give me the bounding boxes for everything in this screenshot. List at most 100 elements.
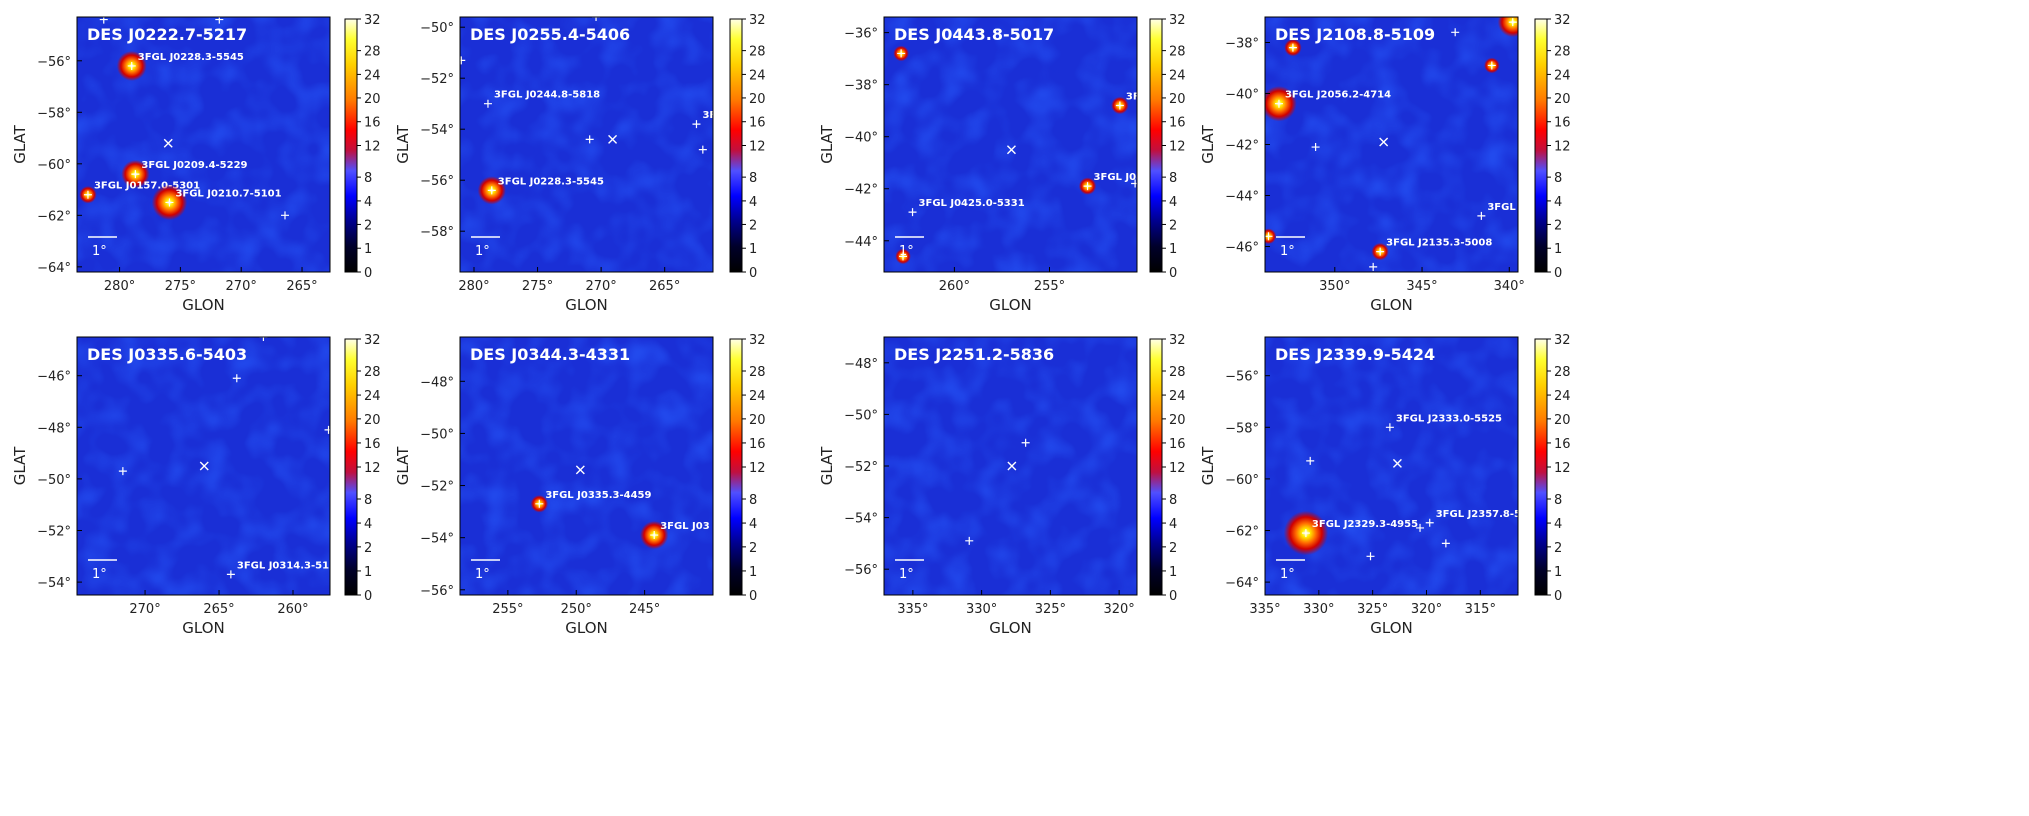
colorbar-tick-label: 8 <box>749 171 757 186</box>
panel-4: 3FGL J2056.2-4714 3FGL J2135.3-5008 3FGL DE… <box>1199 13 1571 314</box>
colorbar-tick-label: 8 <box>1169 171 1177 186</box>
colorbar-tick-label: 0 <box>1554 589 1562 604</box>
plot-frame <box>883 16 1138 273</box>
colorbar-tick-label: 16 <box>749 437 766 452</box>
source-label: 3FGL J0314.3-510 <box>237 560 336 571</box>
x-tick-label: 280° <box>458 279 489 294</box>
x-tick-label: 335° <box>1249 602 1280 617</box>
colorbar-tick-label: 1 <box>1554 242 1562 257</box>
colorbar-tick-label: 4 <box>364 517 372 532</box>
colorbar-gradient <box>1534 338 1548 596</box>
colorbar-tick-label: 4 <box>1169 195 1177 210</box>
colorbar-tick-label: 16 <box>1169 116 1186 131</box>
source-marker-icon <box>1441 539 1450 548</box>
colorbar-tick-label: 8 <box>1169 493 1177 508</box>
count-map: 3FGL J2056.2-4714 3FGL J2135.3-5008 3FGL <box>1265 17 1518 272</box>
count-map: 3FGL J0228.3-5545 3FGL J0209.4-5229 3FGL J… <box>77 17 330 272</box>
y-tick-label: −54° <box>420 123 454 138</box>
source-marker-icon <box>324 425 330 434</box>
x-tick-label: 270° <box>129 602 160 617</box>
colorbar-tick-label: 12 <box>1554 461 1571 476</box>
x-tick-label: 270° <box>226 279 257 294</box>
colorbar-tick-label: 4 <box>749 195 757 210</box>
x-axis-label: GLON <box>989 296 1031 314</box>
source-label: 3FGL J0244.8-5818 <box>494 90 600 101</box>
y-tick-label: −56° <box>37 55 71 70</box>
x-tick-label: 275° <box>165 279 196 294</box>
y-axis-label: GLAT <box>394 124 412 163</box>
map-noise <box>884 337 1137 595</box>
colorbar-tick-label: 1 <box>364 565 372 580</box>
source-label: 3FG <box>1126 91 1148 102</box>
colorbar-tick-label: 2 <box>1554 541 1562 556</box>
y-tick-label: −52° <box>37 525 71 540</box>
colorbar-tick-label: 0 <box>1554 266 1562 281</box>
colorbar-tick-label: 24 <box>364 68 381 83</box>
colorbar-tick-label: 28 <box>1554 45 1571 60</box>
colorbar-tick-label: 2 <box>364 541 372 556</box>
source-marker-icon <box>232 374 241 383</box>
source-marker-icon <box>1131 179 1137 188</box>
y-tick-label: −56° <box>420 174 454 189</box>
y-tick-label: −44° <box>1225 190 1259 205</box>
count-map: 3FGL J0425.0-5331 3FGL J04 3FG <box>884 17 1148 272</box>
count-map: 3FGL J0244.8-5818 3FGL J0228.3-5545 3FGL J… <box>460 17 713 272</box>
scale-bar-label: 1° <box>899 567 914 582</box>
y-tick-label: −64° <box>1225 576 1259 591</box>
panel-title: DES J0344.3-4331 <box>470 345 630 364</box>
source-label: 3FGL J04 <box>1094 172 1144 183</box>
colorbar-tick-label: 1 <box>1554 565 1562 580</box>
colorbar-tick-label: 32 <box>749 333 766 348</box>
x-tick-label: 345° <box>1406 279 1437 294</box>
plot-frame <box>76 336 331 596</box>
x-axis-label: GLON <box>989 619 1031 637</box>
panel-grid: 3FGL J0228.3-5545 3FGL J0209.4-5229 3FGL J… <box>11 13 1571 637</box>
panel-title: DES J0222.7-5217 <box>87 25 247 44</box>
panel-3: 3FGL J0425.0-5331 3FGL J04 3FG DES J0443.8-… <box>818 13 1186 314</box>
y-axis-label: GLAT <box>1199 446 1217 485</box>
colorbar-gradient <box>1149 18 1163 273</box>
colorbar-tick-label: 24 <box>749 68 766 83</box>
y-tick-label: −42° <box>1225 139 1259 154</box>
x-axis-label: GLON <box>565 296 607 314</box>
colorbar-tick-label: 32 <box>1554 13 1571 28</box>
colorbar-tick-label: 16 <box>364 116 381 131</box>
colorbar-tick-label: 28 <box>749 365 766 380</box>
source-marker-icon <box>1115 101 1124 110</box>
colorbar-tick-label: 24 <box>1554 389 1571 404</box>
target-cross-icon <box>1006 145 1016 155</box>
y-tick-label: −56° <box>420 584 454 599</box>
colorbar-tick-label: 12 <box>749 461 766 476</box>
source-marker-icon <box>1416 523 1425 532</box>
source-marker-icon <box>1021 438 1030 447</box>
colorbar-tick-label: 12 <box>1169 140 1186 155</box>
scale-bar-label: 1° <box>475 567 490 582</box>
source-marker-icon <box>1366 552 1375 561</box>
colorbar-tick-label: 1 <box>749 565 757 580</box>
y-axis-label: GLAT <box>1199 124 1217 163</box>
source-marker-icon <box>1083 182 1092 191</box>
source-label: 3FGL J0209.4-5229 <box>141 160 247 171</box>
source-label: 3FGL J2357.8-5 <box>1436 509 1521 520</box>
y-tick-label: −50° <box>844 408 878 423</box>
x-tick-label: 255° <box>492 602 523 617</box>
source-label: 3FGL J0228.3-5545 <box>498 176 604 187</box>
source-label: 3FGL J03 <box>660 521 710 532</box>
source-marker-icon <box>585 135 594 144</box>
y-tick-label: −60° <box>1225 473 1259 488</box>
scale-bar-label: 1° <box>1280 244 1295 259</box>
x-tick-label: 255° <box>1034 279 1065 294</box>
panel-title: DES J0255.4-5406 <box>470 25 630 44</box>
colorbar-tick-label: 20 <box>364 92 381 107</box>
source-label: 3FGL J2135.3-5008 <box>1386 238 1492 249</box>
scale-bar-label: 1° <box>92 244 107 259</box>
x-tick-label: 280° <box>104 279 135 294</box>
colorbar-tick-label: 28 <box>1169 365 1186 380</box>
panel-title: DES J0335.6-5403 <box>87 345 247 364</box>
panel-title: DES J2251.2-5836 <box>894 345 1054 364</box>
panel-title: DES J0443.8-5017 <box>894 25 1054 44</box>
